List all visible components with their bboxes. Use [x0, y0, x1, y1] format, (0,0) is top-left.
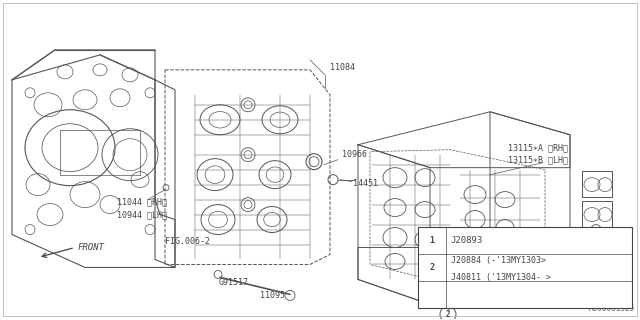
Text: J20893: J20893: [451, 236, 483, 245]
Circle shape: [423, 259, 441, 276]
Text: 11084: 11084: [330, 63, 355, 72]
Bar: [582, 201, 612, 227]
Text: G91517: G91517: [219, 278, 249, 287]
Circle shape: [423, 231, 441, 249]
Bar: [582, 171, 612, 196]
Text: FRONT: FRONT: [78, 243, 105, 252]
Text: 1: 1: [525, 283, 531, 292]
Text: 11095: 11095: [260, 291, 285, 300]
Text: 10944 〈LH〉: 10944 〈LH〉: [117, 210, 167, 219]
Text: 1: 1: [429, 236, 435, 245]
Circle shape: [520, 279, 536, 295]
Text: A006001325: A006001325: [589, 304, 635, 313]
Text: J20884 (-'13MY1303>: J20884 (-'13MY1303>: [451, 256, 546, 265]
Text: 11044 〈RH〉: 11044 〈RH〉: [117, 197, 167, 206]
Text: 13115∗A 〈RH〉: 13115∗A 〈RH〉: [508, 143, 568, 152]
Circle shape: [440, 306, 456, 320]
Text: J40811 ('13MY1304- >: J40811 ('13MY1304- >: [451, 273, 551, 282]
Text: 14451: 14451: [353, 179, 378, 188]
Text: 13115∗B 〈LH〉: 13115∗B 〈LH〉: [508, 155, 568, 164]
Text: 2: 2: [445, 310, 451, 319]
Text: FIG.006-2: FIG.006-2: [165, 237, 210, 246]
Bar: [418, 227, 632, 308]
Text: 10966: 10966: [342, 150, 367, 159]
Circle shape: [588, 239, 604, 255]
Text: 2: 2: [429, 263, 435, 272]
Bar: [582, 236, 612, 261]
Text: 1: 1: [594, 243, 598, 252]
